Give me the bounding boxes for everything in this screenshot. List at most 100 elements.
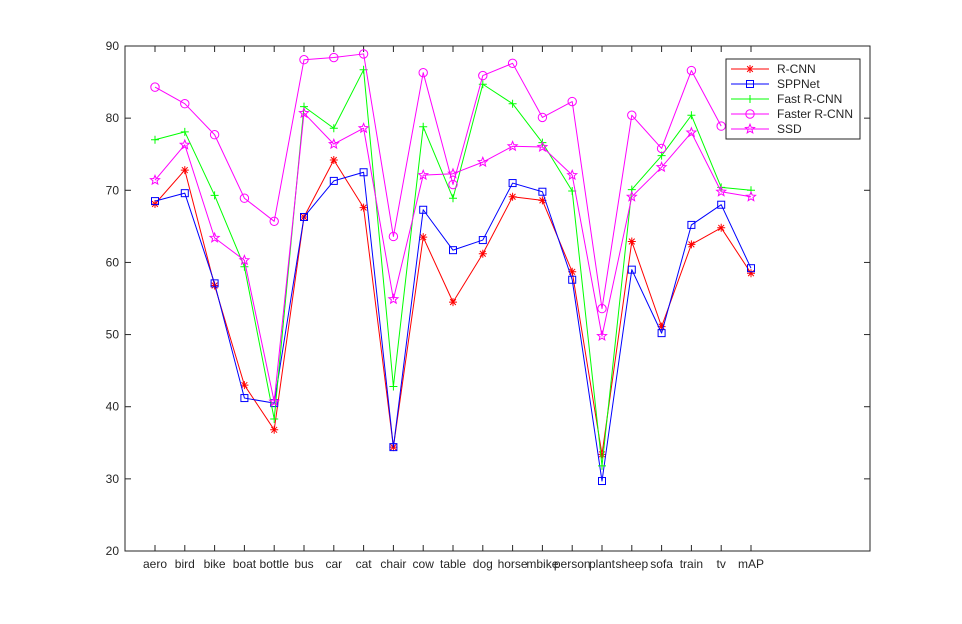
x-tick-label: bike (204, 557, 226, 571)
data-point-ssd (625, 190, 638, 202)
y-tick-label: 50 (106, 328, 120, 342)
data-point-sppnet (508, 179, 517, 188)
data-point-fast-r-cnn (419, 122, 428, 131)
data-point-faster-r-cnn (150, 82, 160, 92)
x-tick-label: tv (717, 557, 726, 571)
data-point-fast-r-cnn (687, 111, 696, 120)
legend-marker-faster-r-cnn (745, 109, 755, 119)
legend-label-ssd: SSD (777, 122, 802, 136)
data-point-r-cnn (568, 267, 577, 276)
data-point-fast-r-cnn (180, 127, 189, 136)
data-point-faster-r-cnn (716, 121, 726, 131)
data-point-ssd (178, 138, 191, 150)
x-tick-label: table (440, 557, 466, 571)
data-point-ssd (536, 140, 549, 152)
legend-marker-ssd (744, 122, 756, 134)
data-point-fast-r-cnn (270, 414, 279, 423)
data-point-r-cnn (508, 192, 517, 201)
data-point-r-cnn (627, 237, 636, 246)
data-point-ssd (506, 140, 519, 152)
data-point-faster-r-cnn (448, 179, 458, 190)
data-point-sppnet (627, 265, 636, 274)
data-point-r-cnn (151, 199, 159, 208)
data-point-faster-r-cnn (418, 67, 428, 78)
plot-box (124, 45, 871, 552)
series-ssd (149, 106, 757, 407)
data-point-ssd (387, 293, 400, 305)
data-point-ssd (208, 231, 221, 243)
x-tick-label: boat (233, 557, 257, 571)
legend-marker-fast-r-cnn (746, 95, 754, 103)
data-point-r-cnn (329, 155, 338, 164)
data-point-sppnet (538, 187, 547, 196)
x-tick-label: plant (589, 557, 616, 571)
data-point-sppnet (180, 189, 189, 198)
legend-label-fast-r-cnn: Fast R-CNN (777, 92, 842, 106)
data-point-sppnet (598, 477, 606, 486)
series-fast-r-cnn (151, 65, 755, 470)
data-point-sppnet (389, 443, 398, 452)
x-tick-label: horse (498, 557, 528, 571)
data-point-ssd (238, 254, 251, 266)
data-point-sppnet (300, 212, 308, 221)
data-point-fast-r-cnn (508, 99, 517, 108)
x-tick-label: car (325, 557, 342, 571)
data-point-faster-r-cnn (329, 52, 339, 63)
data-point-faster-r-cnn (537, 112, 548, 123)
data-point-faster-r-cnn (358, 49, 369, 59)
x-tick-label: person (554, 557, 591, 571)
data-point-sppnet (657, 329, 666, 338)
data-point-sppnet (419, 205, 428, 214)
y-tick-label: 80 (106, 111, 120, 125)
data-point-ssd (566, 168, 579, 181)
legend-marker-r-cnn (746, 65, 754, 73)
data-point-ssd (417, 168, 430, 181)
y-tick-label: 70 (106, 183, 120, 197)
axes: 20 30 40 50 60 70 80 90 aero bird bike boat bottle bu… (106, 39, 871, 571)
data-point-ssd (357, 122, 370, 134)
legend-marker-sppnet (746, 80, 754, 88)
data-point-ssd (149, 174, 161, 186)
data-point-faster-r-cnn (180, 99, 190, 109)
data-point-r-cnn (687, 240, 696, 249)
legend-label-faster-r-cnn: Faster R-CNN (777, 107, 853, 121)
data-point-r-cnn (538, 196, 547, 205)
data-point-r-cnn (180, 166, 189, 175)
data-point-sppnet (717, 200, 726, 209)
data-point-ssd (685, 126, 698, 138)
legend-label-r-cnn: R-CNN (777, 62, 816, 76)
data-point-r-cnn (240, 381, 249, 390)
x-tick-label: dog (473, 557, 493, 571)
data-point-sppnet (210, 279, 219, 288)
data-point-faster-r-cnn (656, 143, 667, 154)
data-point-faster-r-cnn (567, 96, 577, 107)
data-point-ssd (298, 106, 310, 119)
data-point-ssd (715, 185, 728, 197)
data-point-faster-r-cnn (478, 70, 488, 81)
data-point-ssd (745, 190, 757, 202)
legend-label-sppnet: SPPNet (777, 77, 820, 91)
data-point-fast-r-cnn (598, 461, 606, 470)
data-point-sppnet (747, 264, 755, 273)
data-point-sppnet (449, 246, 457, 255)
x-tick-label: aero (143, 557, 167, 571)
data-point-fast-r-cnn (210, 191, 219, 200)
x-tick-label: bottle (260, 557, 290, 571)
data-point-r-cnn (478, 249, 487, 258)
data-point-ssd (596, 329, 608, 341)
x-tick-label: mAP (738, 557, 764, 571)
series-line-sppnet (154, 171, 752, 482)
data-point-ssd (447, 167, 459, 179)
data-point-r-cnn (717, 223, 726, 232)
x-tick-label: mbike (526, 557, 558, 571)
data-point-r-cnn (598, 450, 606, 459)
series-faster-r-cnn (150, 49, 726, 314)
data-point-ssd (476, 155, 489, 168)
y-tick-label: 20 (106, 544, 120, 558)
y-tick-label: 90 (106, 39, 120, 53)
data-point-fast-r-cnn (329, 124, 338, 133)
data-series (149, 49, 757, 486)
